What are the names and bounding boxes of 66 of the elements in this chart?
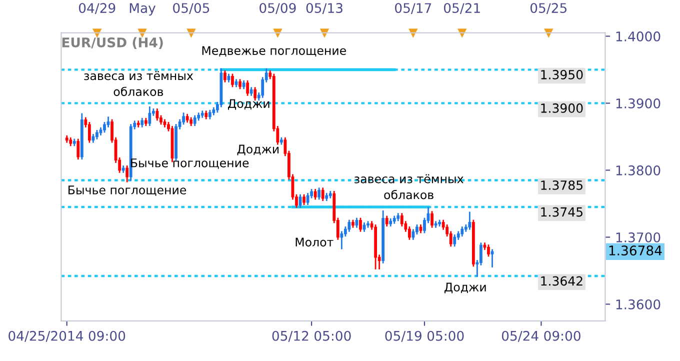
candlestick [298, 194, 302, 208]
y-tick-label: 1.3800 [616, 165, 660, 176]
candlestick [224, 70, 226, 84]
candlestick [430, 210, 434, 228]
candlestick [302, 194, 306, 206]
text: 04/29 [78, 3, 116, 14]
candlestick [140, 117, 144, 128]
text: 05/13 [306, 3, 342, 14]
chart-title: EUR/USD (H4) [62, 37, 163, 49]
text: 05/21 [444, 3, 480, 14]
y-tick-label: 1.3700 [616, 232, 660, 242]
candlestick [340, 230, 344, 250]
candlestick [412, 228, 415, 241]
text: May [130, 3, 156, 16]
candlestick [182, 112, 186, 126]
text: 1.36784 [609, 245, 662, 256]
candlestick [362, 222, 366, 233]
candlestick [76, 138, 80, 160]
candlestick [246, 80, 250, 97]
candlestick [490, 248, 494, 268]
annotation: Доджи [228, 99, 270, 110]
candlestick [126, 164, 129, 183]
annotation: Доджи [237, 144, 279, 156]
candlestick [156, 108, 159, 122]
text: 05/25 [530, 3, 566, 14]
candlestick [359, 217, 362, 233]
candlestick [208, 109, 212, 120]
text: 05/17 [395, 3, 432, 14]
candlestick [314, 188, 317, 200]
candlestick [96, 129, 98, 140]
candlestick [306, 192, 310, 206]
ref-line-label: 1.3642 [541, 276, 582, 286]
candlestick [385, 215, 388, 228]
y-tick-label: 1.3900 [616, 98, 660, 108]
y-tick-label: 1.3600 [616, 299, 660, 310]
candlestick [348, 219, 351, 233]
x-tick-label: 04/25/2014 09:00 [8, 330, 126, 342]
text: 05/09 [260, 3, 296, 14]
candlestick [468, 211, 472, 231]
x-tick-label: 05/12 05:00 [272, 330, 351, 342]
candlestick [88, 121, 91, 144]
candlestick [148, 106, 152, 127]
annotation: Бычье поглощение [68, 186, 186, 196]
candlestick [106, 116, 110, 128]
candlestick [460, 226, 464, 238]
candlestick [238, 78, 242, 90]
annotation: завеса из тёмных облаков [354, 174, 464, 200]
annotation: завеса из тёмных облаков [84, 71, 194, 96]
text: 05/05 [173, 3, 210, 14]
ref-line-label: 1.3745 [541, 207, 582, 217]
y-tick-label: 1.4000 [616, 31, 660, 42]
ref-line-label: 1.3900 [541, 103, 583, 113]
ref-line-label: 1.3785 [541, 180, 582, 190]
x-tick-label: 05/24 09:00 [502, 330, 580, 342]
annotation: Доджи [444, 282, 486, 294]
candlestick [193, 114, 196, 127]
annotation: Медвежье поглощение [202, 46, 346, 56]
x-tick-label: 05/19 05:00 [385, 330, 464, 342]
ref-line-label: 1.3950 [541, 70, 583, 80]
candlestick [487, 244, 490, 258]
candlestick [318, 186, 321, 200]
candlestick [453, 234, 456, 248]
candlestick [355, 217, 358, 228]
candlestick [321, 186, 324, 202]
candlestick [231, 73, 234, 88]
annotation: Молот [296, 238, 334, 247]
